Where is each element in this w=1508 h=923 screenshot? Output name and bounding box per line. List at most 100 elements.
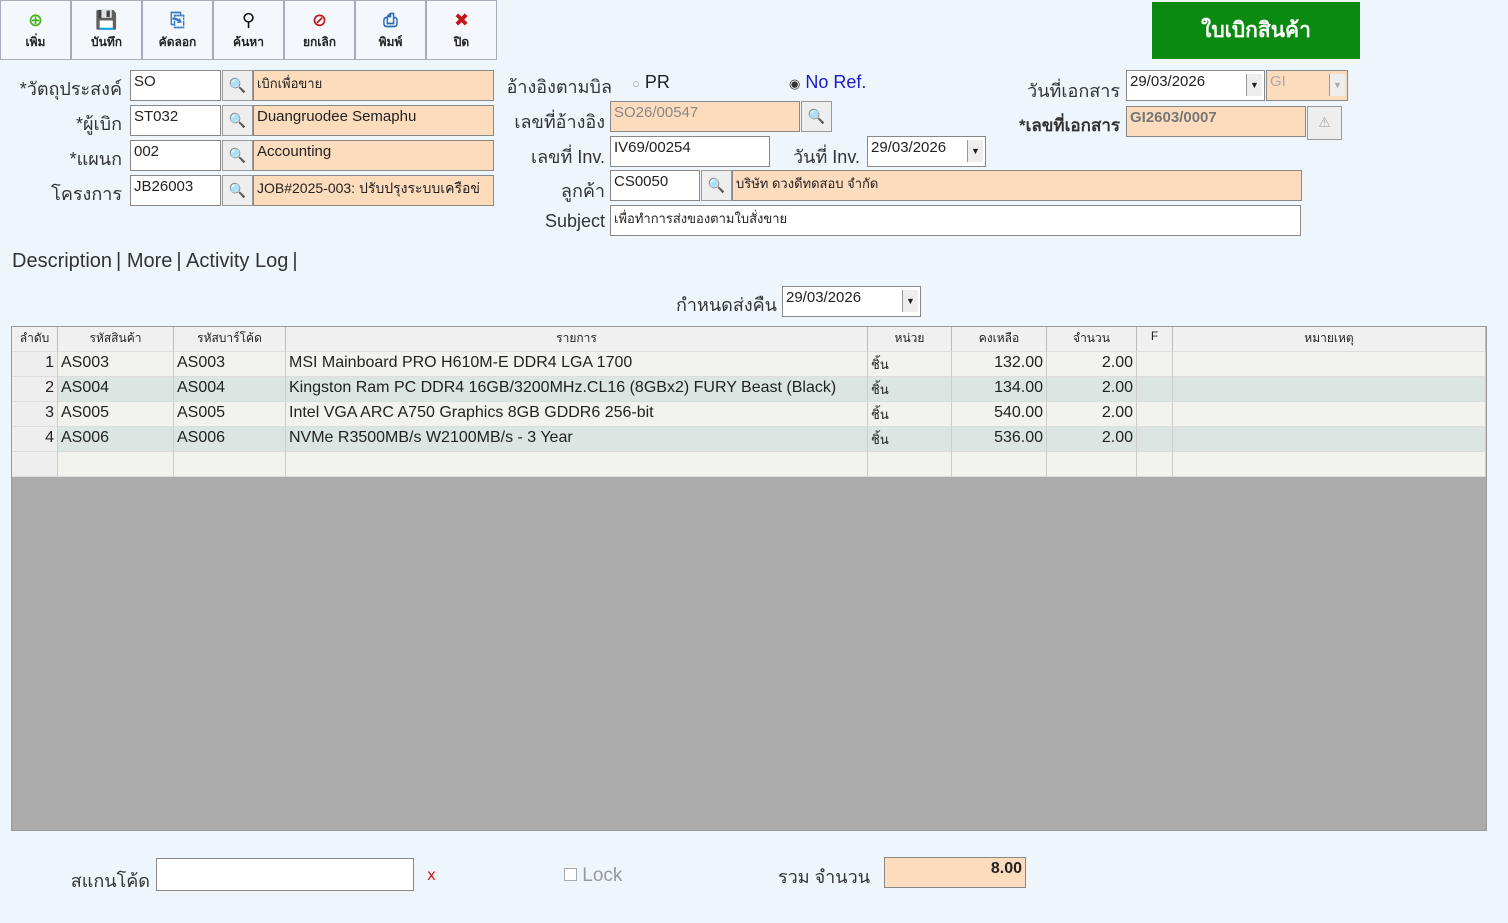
table-cell — [952, 452, 1047, 477]
column-header[interactable]: ลำดับ — [12, 327, 58, 352]
document-title: ใบเบิกสินค้า — [1152, 2, 1360, 59]
chevron-down-icon[interactable]: ▼ — [1246, 74, 1262, 96]
table-cell — [12, 452, 58, 477]
tab-more[interactable]: More — [126, 250, 173, 272]
table-row[interactable]: 4 AS006 AS006 NVMe R3500MB/s W2100MB/s - 3 … — [12, 427, 1486, 452]
tab-activity-log[interactable]: Activity Log — [186, 250, 289, 272]
radio-no-ref-label: No Ref. — [805, 72, 867, 92]
department-lookup-icon[interactable]: 🔍 — [222, 140, 253, 171]
scan-code-input[interactable] — [156, 858, 414, 891]
project-label: โครงการ — [51, 184, 122, 204]
toolbar-button-binoculars[interactable]: ⚲ ค้นหา — [213, 0, 284, 60]
return-date-picker[interactable]: 29/03/2026 ▼ — [782, 286, 921, 317]
subject-input[interactable]: เพื่อทำการส่งของตามใบสั่งขาย — [610, 205, 1301, 236]
doc-type-select[interactable]: GI ▼ — [1266, 70, 1348, 101]
customer-name-field: บริษัท ดวงดีทดสอบ จำกัด — [732, 170, 1302, 201]
customer-code-input[interactable]: CS0050 — [610, 170, 700, 201]
table-cell — [1173, 402, 1486, 427]
table-cell: 132.00 — [952, 352, 1047, 377]
table-cell: 2.00 — [1047, 377, 1137, 402]
purpose-code-input[interactable]: SO — [130, 70, 221, 101]
chevron-down-icon[interactable]: ▼ — [967, 140, 983, 162]
toolbar-button-save[interactable]: 💾 บันทึก — [71, 0, 142, 60]
table-cell: ชิ้น — [868, 427, 952, 452]
radio-pr[interactable]: ○ PR — [632, 72, 670, 93]
table-cell — [286, 452, 868, 477]
column-header[interactable]: หมายเหตุ — [1173, 327, 1486, 352]
table-row[interactable]: 2 AS004 AS004 Kingston Ram PC DDR4 16GB/320… — [12, 377, 1486, 402]
table-row-empty[interactable] — [12, 452, 1486, 477]
toolbar-button-label: คัดลอก — [158, 34, 197, 49]
items-grid[interactable]: ลำดับ รหัสสินค้า รหัสบาร์โค้ด รายการ หน่วย คง… — [11, 326, 1487, 831]
table-cell: AS006 — [58, 427, 174, 452]
table-row[interactable]: 1 AS003 AS003 MSI Mainboard PRO H610M-E DDR… — [12, 352, 1486, 377]
department-code-input[interactable]: 002 — [130, 140, 221, 171]
radio-no-ref[interactable]: ◉ No Ref. — [789, 72, 866, 93]
requester-lookup-icon[interactable]: 🔍 — [222, 105, 253, 136]
toolbar-button-print[interactable]: ⎙ พิมพ์ — [355, 0, 426, 60]
invoice-no-input[interactable]: IV69/00254 — [610, 136, 770, 167]
table-cell: 134.00 — [952, 377, 1047, 402]
generate-doc-no-icon[interactable]: ⚠ — [1307, 106, 1342, 140]
customer-lookup-icon[interactable]: 🔍 — [701, 170, 732, 201]
toolbar-button-close[interactable]: ✖ ปิด — [426, 0, 497, 60]
table-cell — [1137, 352, 1173, 377]
table-cell — [1137, 452, 1173, 477]
table-cell: 2.00 — [1047, 427, 1137, 452]
column-header[interactable]: รหัสสินค้า — [58, 327, 174, 352]
project-lookup-icon[interactable]: 🔍 — [222, 175, 253, 206]
purpose-lookup-icon[interactable]: 🔍 — [222, 70, 253, 101]
table-cell — [868, 452, 952, 477]
table-cell — [1173, 377, 1486, 402]
toolbar-button-add[interactable]: ⊕ เพิ่ม — [0, 0, 71, 60]
doc-date-picker[interactable]: 29/03/2026 ▼ — [1126, 70, 1265, 101]
invoice-date-picker[interactable]: 29/03/2026 ▼ — [867, 136, 986, 167]
table-cell — [1137, 427, 1173, 452]
toolbar-button-label: ค้นหา — [233, 34, 264, 49]
table-cell: Kingston Ram PC DDR4 16GB/3200MHz.CL16 (… — [286, 377, 868, 402]
table-cell: ชิ้น — [868, 402, 952, 427]
copy-icon: ⎘ — [170, 9, 185, 31]
invoice-date-label: วันที่ Inv. — [793, 147, 860, 167]
toolbar-button-copy[interactable]: ⎘ คัดลอก — [142, 0, 213, 60]
column-header[interactable]: รายการ — [286, 327, 868, 352]
requester-code-input[interactable]: ST032 — [130, 105, 221, 136]
ref-no-field: SO26/00547 — [610, 101, 800, 132]
binoculars-icon: ⚲ — [241, 9, 256, 31]
toolbar-button-cancel[interactable]: ⊘ ยกเลิก — [284, 0, 355, 60]
project-code-input[interactable]: JB26003 — [130, 175, 221, 206]
department-label: *แผนก — [69, 149, 122, 169]
lock-checkbox[interactable]: Lock — [564, 865, 622, 887]
column-header[interactable]: F — [1137, 327, 1173, 352]
table-cell — [1047, 452, 1137, 477]
chevron-down-icon[interactable]: ▼ — [1329, 74, 1345, 96]
table-cell: 3 — [12, 402, 58, 427]
table-cell — [174, 452, 286, 477]
chevron-down-icon[interactable]: ▼ — [902, 290, 918, 312]
clear-scan-button[interactable]: x — [427, 866, 436, 884]
department-name-field: Accounting — [253, 140, 494, 171]
total-qty-label: รวม จำนวน — [777, 867, 870, 887]
return-date-value: 29/03/2026 — [786, 289, 862, 306]
ref-lookup-icon[interactable]: 🔍 — [801, 101, 832, 132]
ref-by-bill-label: อ้างอิงตามบิล — [506, 77, 612, 97]
table-header[interactable]: ลำดับ รหัสสินค้า รหัสบาร์โค้ด รายการ หน่วย คง… — [12, 327, 1486, 352]
table-cell: AS004 — [174, 377, 286, 402]
checkbox-icon[interactable] — [564, 868, 577, 881]
table-row[interactable]: 3 AS005 AS005 Intel VGA ARC A750 Graphics 8… — [12, 402, 1486, 427]
print-icon: ⎙ — [383, 9, 398, 31]
table-cell — [1173, 452, 1486, 477]
close-icon: ✖ — [453, 9, 470, 31]
toolbar-button-label: เพิ่ม — [25, 34, 46, 49]
radio-no-ref-icon[interactable]: ◉ — [789, 76, 801, 91]
table-cell: AS006 — [174, 427, 286, 452]
table-cell: Intel VGA ARC A750 Graphics 8GB GDDR6 25… — [286, 402, 868, 427]
column-header[interactable]: คงเหลือ — [952, 327, 1047, 352]
radio-pr-icon[interactable]: ○ — [632, 76, 640, 91]
column-header[interactable]: รหัสบาร์โค้ด — [174, 327, 286, 352]
column-header[interactable]: หน่วย — [868, 327, 952, 352]
tab-description[interactable]: Description — [12, 250, 113, 272]
column-header[interactable]: จำนวน — [1047, 327, 1137, 352]
doc-no-label: *เลขที่เอกสาร — [1018, 116, 1120, 135]
doc-type-value: GI — [1270, 73, 1286, 90]
